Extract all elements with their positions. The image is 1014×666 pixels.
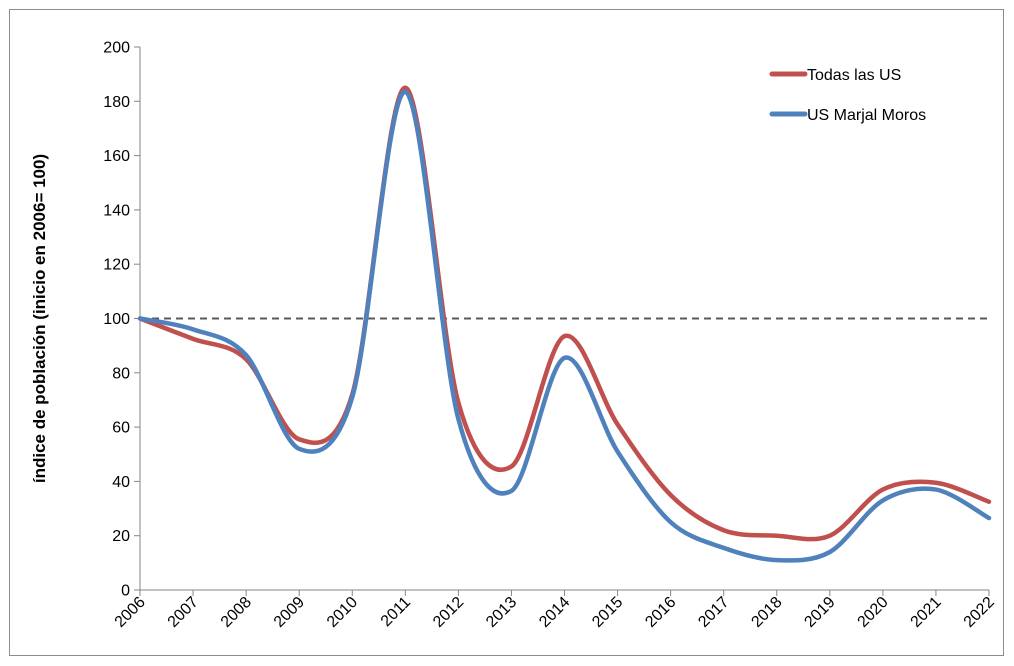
x-tick-label: 2022 [961,594,998,631]
x-tick-label: 2013 [483,594,520,631]
y-tick-label: 160 [103,148,130,165]
x-tick-label: 2015 [589,594,626,631]
y-tick-label: 120 [103,257,130,274]
line-chart: 0 20 40 60 80 100 120 140 160 180 200 2006 2007 2008… [30,40,998,631]
x-tick-label: 2019 [801,594,838,631]
x-tick-label: 2007 [165,594,202,631]
y-tick-label: 60 [112,420,130,437]
legend-label-1: Todas las US [807,67,901,84]
x-tick-label: 2020 [855,594,892,631]
y-tick-label: 200 [103,40,130,57]
y-tick-label: 20 [112,528,130,545]
x-tick-label: 2018 [748,594,785,631]
y-tick-labels: 0 20 40 60 80 100 120 140 160 180 200 [103,40,140,600]
legend-label-2: US Marjal Moros [807,107,926,124]
x-tick-label: 2006 [112,594,149,631]
x-tick-label: 2016 [642,594,679,631]
x-tick-label: 2008 [218,594,255,631]
y-tick-label: 80 [112,365,130,382]
x-tick-label: 2010 [324,594,361,631]
series-line-1 [137,85,992,542]
y-tick-label: 0 [121,583,130,600]
y-tick-label: 100 [103,311,130,328]
y-tick-label: 140 [103,202,130,219]
series-line-2 [137,89,992,563]
x-tick-label: 2012 [430,594,467,631]
chart-frame: 0 20 40 60 80 100 120 140 160 180 200 2006 2007 2008… [9,9,1004,656]
y-axis-title: índice de población (inicio en 2006= 100… [30,154,49,483]
x-tick-labels: 2006 2007 2008 2009 2010 2011 2012 2013 2014 2015… [112,590,998,631]
y-tick-label: 180 [103,94,130,111]
x-tick-label: 2017 [695,594,732,631]
legend: Todas las US US Marjal Moros [769,67,926,124]
x-tick-label: 2011 [378,594,414,630]
y-tick-label: 40 [112,474,130,491]
x-tick-label: 2021 [908,594,945,631]
series-layer [137,85,992,563]
x-tick-label: 2014 [536,594,573,631]
x-tick-label: 2009 [271,594,308,631]
